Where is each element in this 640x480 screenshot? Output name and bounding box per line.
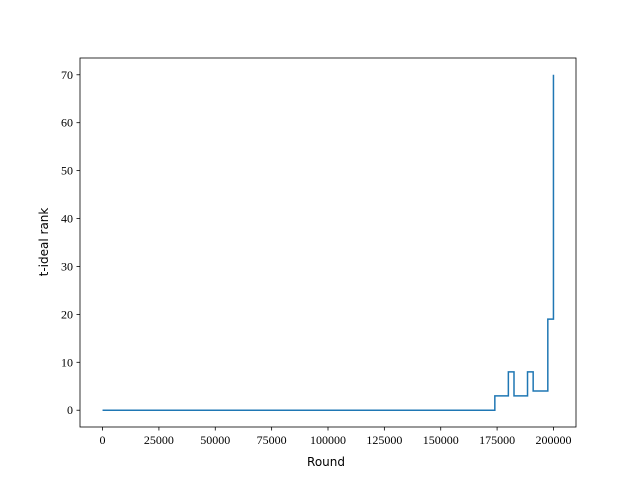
x-tick-label: 200000 (535, 433, 571, 447)
y-tick-label: 50 (61, 164, 73, 178)
y-tick-label: 0 (67, 403, 73, 417)
y-tick-label: 60 (61, 116, 73, 130)
y-axis-label: t-ideal rank (37, 208, 51, 277)
y-tick-label: 30 (61, 259, 73, 273)
x-tick-label: 75000 (257, 433, 287, 447)
x-tick-label: 125000 (366, 433, 402, 447)
x-tick-label: 0 (100, 433, 106, 447)
x-tick-label: 100000 (310, 433, 346, 447)
x-tick-label: 25000 (144, 433, 174, 447)
axes-frame (79, 57, 577, 428)
y-tick-label: 40 (61, 212, 73, 226)
y-tick-label: 70 (61, 68, 73, 82)
x-tick-label: 175000 (479, 433, 515, 447)
y-tick-label: 20 (61, 307, 73, 321)
x-axis-label: Round (307, 455, 345, 469)
x-tick-label: 150000 (423, 433, 459, 447)
y-tick-label: 10 (61, 355, 73, 369)
data-line (102, 74, 555, 411)
x-tick-label: 50000 (200, 433, 230, 447)
